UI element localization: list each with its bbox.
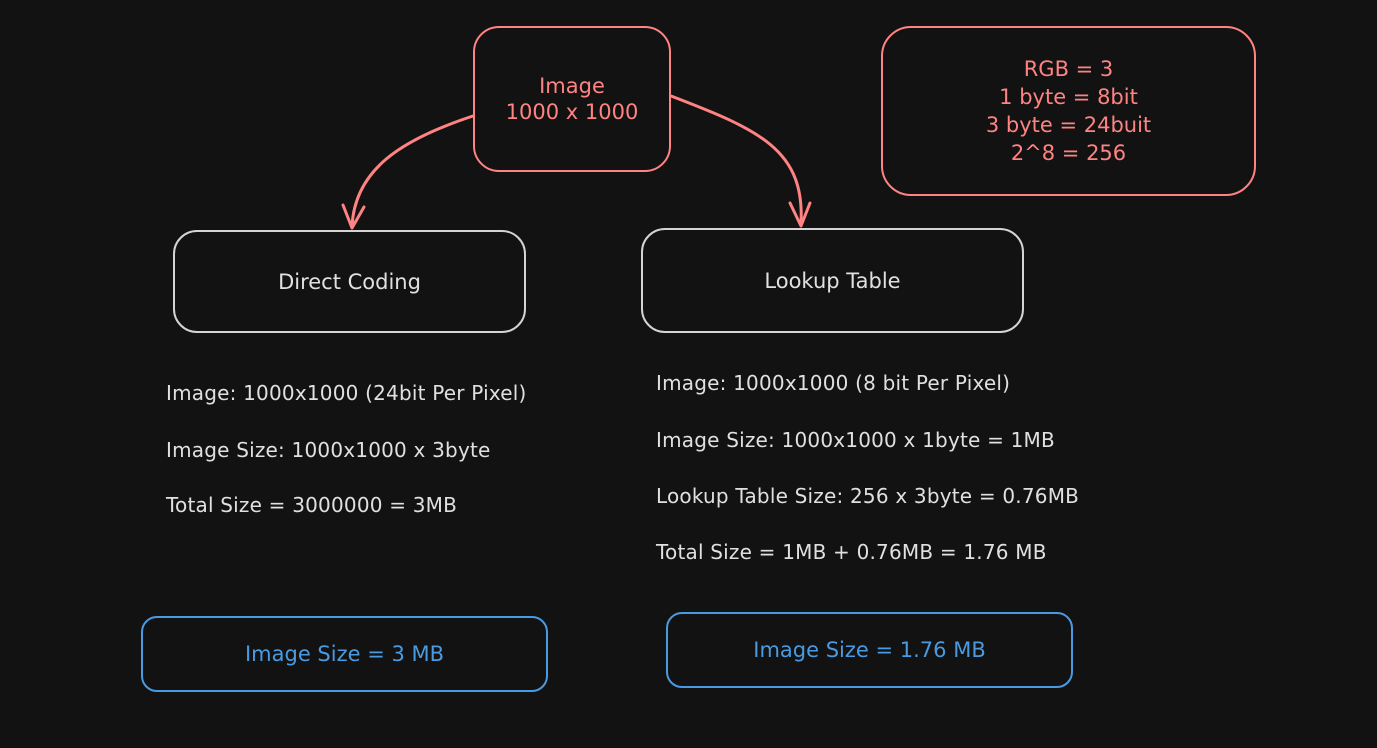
direct-coding-detail: Image Size: 1000x1000 x 3byte xyxy=(166,438,491,462)
arrowhead-direct-coding xyxy=(341,203,366,230)
direct-coding-title: Direct Coding xyxy=(278,269,421,294)
lookup-table-title: Lookup Table xyxy=(764,268,901,293)
image-node: Image 1000 x 1000 xyxy=(473,26,671,172)
direct-coding-detail: Image: 1000x1000 (24bit Per Pixel) xyxy=(166,381,527,405)
note-line: 3 byte = 24buit xyxy=(985,113,1152,137)
arrow-to-lookup-table xyxy=(669,94,803,226)
direct-coding-result: Image Size = 3 MB xyxy=(141,616,548,692)
arrow-to-direct-coding xyxy=(350,114,475,228)
note-line: 1 byte = 8bit xyxy=(999,85,1138,109)
direct-coding-node: Direct Coding xyxy=(173,230,526,333)
lookup-table-detail: Image: 1000x1000 (8 bit Per Pixel) xyxy=(656,371,1011,395)
note-node: RGB = 3 1 byte = 8bit 3 byte = 24buit 2^… xyxy=(881,26,1256,196)
lookup-table-detail: Total Size = 1MB + 0.76MB = 1.76 MB xyxy=(656,540,1047,564)
lookup-table-result-label: Image Size = 1.76 MB xyxy=(753,638,986,662)
image-node-title: Image xyxy=(539,74,605,98)
lookup-table-node: Lookup Table xyxy=(641,228,1024,333)
image-node-dimensions: 1000 x 1000 xyxy=(505,100,639,124)
lookup-table-detail: Lookup Table Size: 256 x 3byte = 0.76MB xyxy=(656,484,1080,508)
direct-coding-detail: Total Size = 3000000 = 3MB xyxy=(166,493,458,517)
note-line: 2^8 = 256 xyxy=(1010,141,1127,165)
direct-coding-result-label: Image Size = 3 MB xyxy=(244,642,445,666)
lookup-table-result: Image Size = 1.76 MB xyxy=(666,612,1073,688)
lookup-table-detail: Image Size: 1000x1000 x 1byte = 1MB xyxy=(656,428,1055,452)
arrowhead-lookup-table xyxy=(788,201,812,228)
note-line: RGB = 3 xyxy=(1023,57,1114,81)
